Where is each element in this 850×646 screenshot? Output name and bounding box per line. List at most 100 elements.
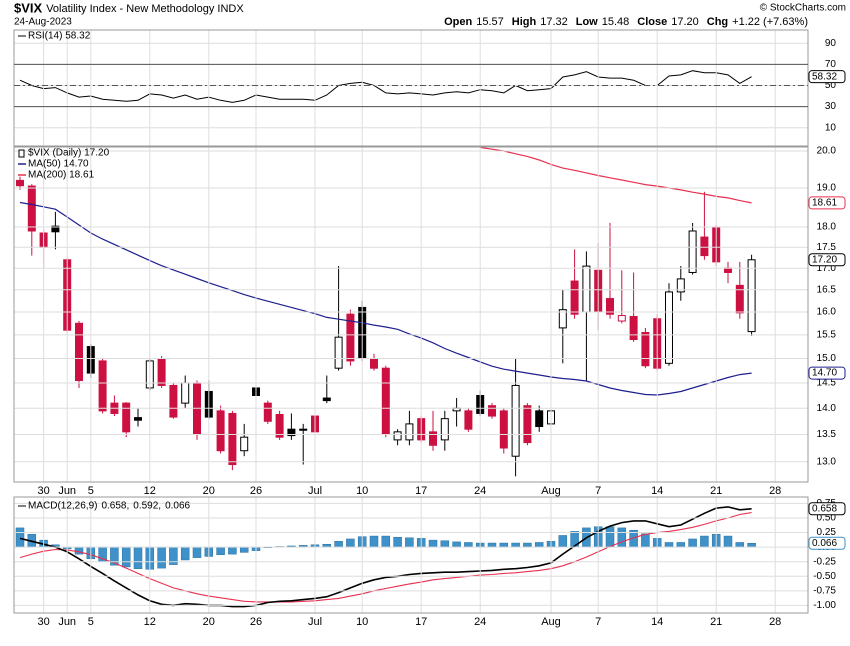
histogram-bar <box>487 542 497 548</box>
candle-body <box>16 179 24 187</box>
histogram-bar <box>239 546 249 553</box>
x-tick-label: 10 <box>356 485 368 497</box>
histogram-bar <box>641 533 650 548</box>
candle-body <box>98 360 107 412</box>
y-tick-label: 30 <box>825 101 837 112</box>
x-tick-label: 12 <box>144 485 156 497</box>
histogram-bar <box>499 542 509 548</box>
candle-body <box>27 185 36 232</box>
x-tick-label: 5 <box>88 616 94 628</box>
y-tick-label: 0.25 <box>817 527 837 538</box>
candle-body <box>240 436 249 452</box>
quote-value: 15.57 <box>476 16 504 28</box>
legend-label: RSI(14) 58.32 <box>28 31 91 42</box>
last-value-label: 18.61 <box>812 198 837 209</box>
x-tick-label: 30 <box>37 485 49 497</box>
candle-body <box>405 423 414 441</box>
candle-body <box>558 309 567 329</box>
candle-body <box>370 358 378 369</box>
quote-label: High <box>512 16 537 28</box>
y-tick-label: 15.5 <box>817 329 837 340</box>
y-tick-label: 16.5 <box>817 284 837 295</box>
last-value-box <box>808 70 846 84</box>
y-tick-label: 19.0 <box>817 183 837 194</box>
histogram-bar <box>464 542 473 548</box>
x-tick-label: 17 <box>415 485 427 497</box>
candle-body <box>393 431 402 441</box>
histogram-bar <box>393 536 402 548</box>
histogram-bar <box>747 543 756 548</box>
x-tick-label: 20 <box>203 485 215 497</box>
candle-body <box>381 367 390 436</box>
panel: 30Jun5122026Jul101724Aug71421280.750.500… <box>13 496 846 628</box>
candle-body <box>464 410 473 430</box>
histogram-bar <box>121 546 131 568</box>
x-tick-label: 10 <box>356 616 368 628</box>
x-tick-label: 24 <box>474 616 486 628</box>
histogram-bar <box>133 546 143 569</box>
x-tick-label: 21 <box>710 616 722 628</box>
candle-body <box>75 322 83 381</box>
y-tick-label: 17.0 <box>817 263 837 274</box>
x-tick-label: 26 <box>250 485 262 497</box>
histogram-bar <box>617 527 627 548</box>
histogram-bar <box>452 541 461 548</box>
x-tick-label: Jul <box>308 616 322 628</box>
quote-label: Low <box>576 16 598 28</box>
last-value-box <box>808 253 846 267</box>
last-value-box <box>808 536 846 550</box>
histogram-bar <box>735 542 745 548</box>
x-tick-label: 30 <box>37 616 49 628</box>
y-tick-label: 15.0 <box>817 353 837 364</box>
quote-label: Close <box>637 16 667 28</box>
histogram-bar <box>558 535 568 548</box>
candle-body <box>228 412 237 466</box>
candle-body <box>617 315 626 322</box>
histogram-bar <box>723 535 733 548</box>
candle-body <box>287 428 296 437</box>
histogram-bar <box>534 542 544 548</box>
last-value-label: 58.32 <box>812 71 837 82</box>
symbol: $VIX <box>14 0 43 15</box>
candle-body <box>747 259 756 333</box>
last-value-box <box>808 196 846 210</box>
candle-body <box>429 431 437 446</box>
y-tick-label: 0.50 <box>817 513 837 524</box>
histogram-bar <box>157 546 166 569</box>
last-value-box <box>808 366 846 380</box>
macd-line <box>19 512 752 603</box>
histogram-bar <box>688 538 697 548</box>
x-tick-label: Jun <box>58 485 76 497</box>
candle-body <box>169 384 178 418</box>
x-tick-label: 12 <box>144 616 156 628</box>
last-value-box <box>808 502 846 516</box>
y-tick-label: 14.5 <box>817 378 837 389</box>
candle-body <box>346 313 355 362</box>
histogram-bar <box>346 538 355 548</box>
candle-body <box>724 267 732 273</box>
candle-body <box>676 278 685 293</box>
candle-body <box>629 315 638 341</box>
quote-label: Chg <box>707 16 728 28</box>
y-tick-label: -1.00 <box>813 600 836 611</box>
x-tick-label: 28 <box>769 616 781 628</box>
x-tick-label: Aug <box>541 485 561 497</box>
y-tick-label: 13.5 <box>817 429 837 440</box>
watermark: © StockCharts.com <box>760 3 846 14</box>
last-value-label: 14.70 <box>812 368 837 379</box>
candle-body <box>535 410 544 428</box>
candle-body <box>440 418 449 441</box>
histogram-bar <box>369 535 379 548</box>
instrument-name: Volatility Index - New Methodology INDX <box>46 3 244 15</box>
histogram-bar <box>676 542 686 548</box>
quote-label: Open <box>444 16 472 28</box>
candle-body <box>735 284 744 314</box>
histogram-bar <box>192 546 202 558</box>
histogram-bar <box>228 546 237 555</box>
last-value-label: 0.066 <box>812 538 837 549</box>
candle-body <box>582 265 591 313</box>
plot-area <box>19 70 752 103</box>
macd-line <box>19 506 752 608</box>
candle-body <box>606 298 614 315</box>
candle-body <box>700 236 709 257</box>
